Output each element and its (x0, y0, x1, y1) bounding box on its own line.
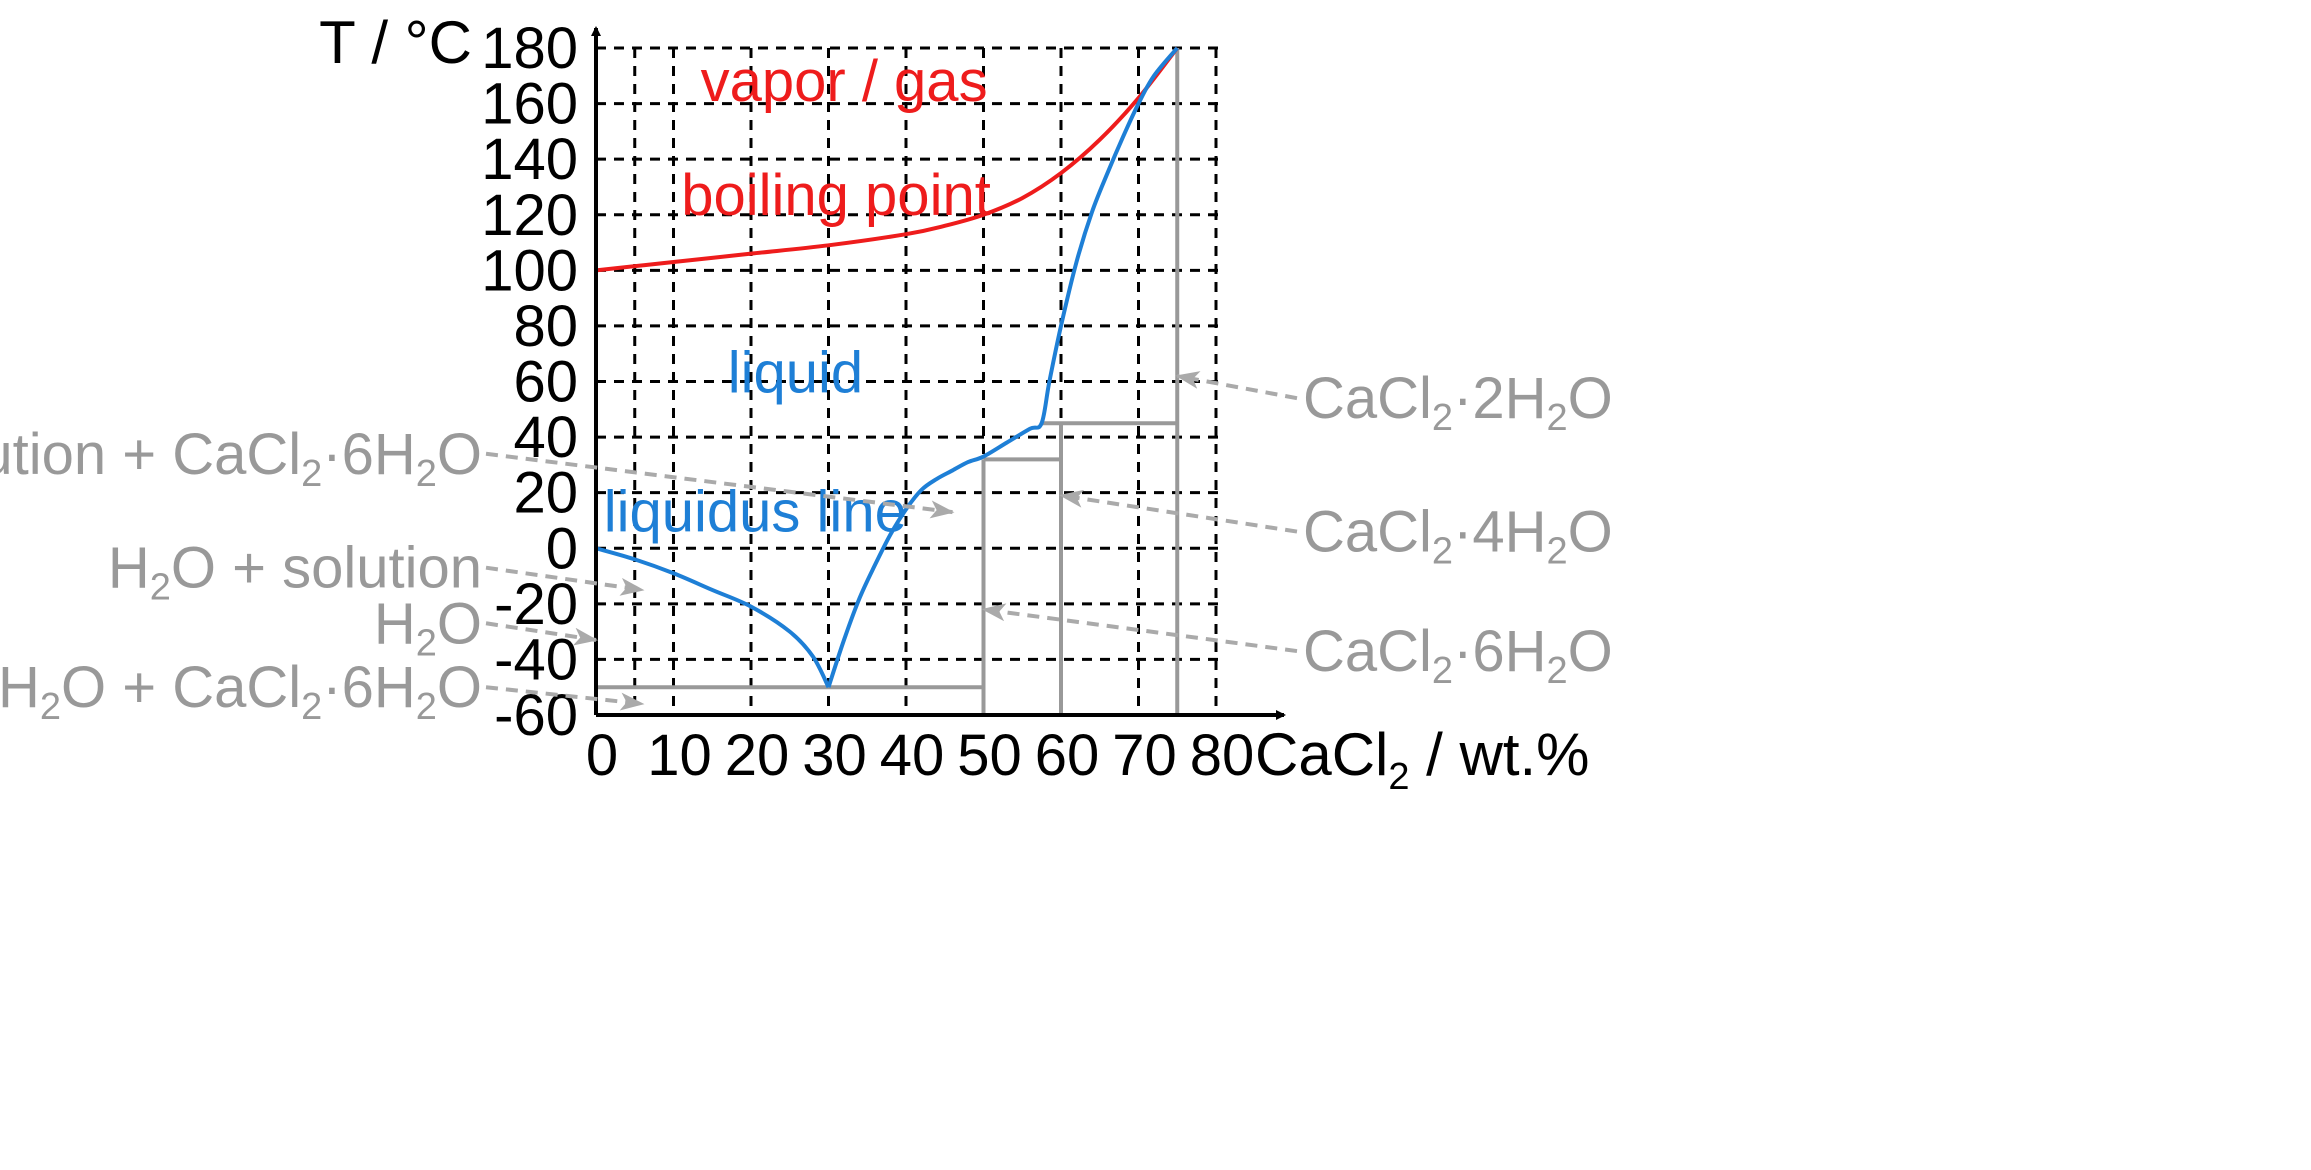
annotation-arrow (1175, 371, 1298, 401)
y-tick-label: 180 (481, 16, 578, 81)
y-tick-label: 160 (481, 72, 578, 137)
x-tick-label: 40 (880, 723, 945, 788)
region-label: boiling point (681, 163, 991, 228)
x-tick-label: 60 (1035, 723, 1100, 788)
x-tick-label: 70 (1112, 723, 1177, 788)
region-label: liquidus line (604, 480, 907, 545)
phase-annotation-label: H2O + CaCl2·6H2O (0, 655, 482, 728)
y-tick-label: 20 (513, 461, 578, 526)
x-axis-title: CaCl2 / wt.% (1255, 721, 1590, 798)
annotation-arrow (981, 603, 1298, 654)
x-tick-label: 30 (802, 723, 867, 788)
annotation-arrow (485, 565, 645, 596)
phase-annotation-label: CaCl2·6H2O (1303, 619, 1613, 692)
y-tick-label: 80 (513, 294, 578, 359)
region-label: vapor / gas (701, 49, 988, 114)
x-tick-label: 80 (1190, 723, 1255, 788)
annotation-arrow (485, 451, 955, 519)
liquidus-line-curve (826, 46, 1179, 688)
grid (596, 46, 1224, 715)
x-tick-label: 10 (647, 723, 712, 788)
phase-annotation-label: CaCl2·4H2O (1303, 500, 1613, 573)
labels: vapor / gas boiling point liquid liquidus l… (0, 49, 1613, 728)
y-tick-label: 60 (513, 350, 578, 415)
phase-annotation-label: H2O + solution (108, 536, 482, 609)
x-tick-label: 20 (725, 723, 790, 788)
phase-annotation-label: H2O (374, 591, 482, 664)
y-axis-title: T / °C (319, 9, 472, 76)
y-tick-label: 120 (481, 183, 578, 248)
phase-annotation-label: CaCl2·2H2O (1303, 366, 1613, 439)
y-tick-label: 140 (481, 127, 578, 192)
annotation-arrow (485, 685, 645, 711)
phase-annotation-label: solution + CaCl2·6H2O (0, 422, 482, 495)
y-tick-label: 0 (546, 516, 578, 581)
y-tick-label: -40 (494, 627, 578, 692)
liquidus-line-curve (595, 546, 831, 689)
x-tick-label: 50 (957, 723, 1022, 788)
boiling-point-curve (595, 46, 1179, 273)
x-tick-label: 0 (586, 723, 618, 788)
y-tick-label: 40 (513, 405, 578, 470)
region-label: liquid (728, 341, 863, 406)
series (595, 46, 1179, 689)
y-tick-label: 100 (481, 238, 578, 303)
